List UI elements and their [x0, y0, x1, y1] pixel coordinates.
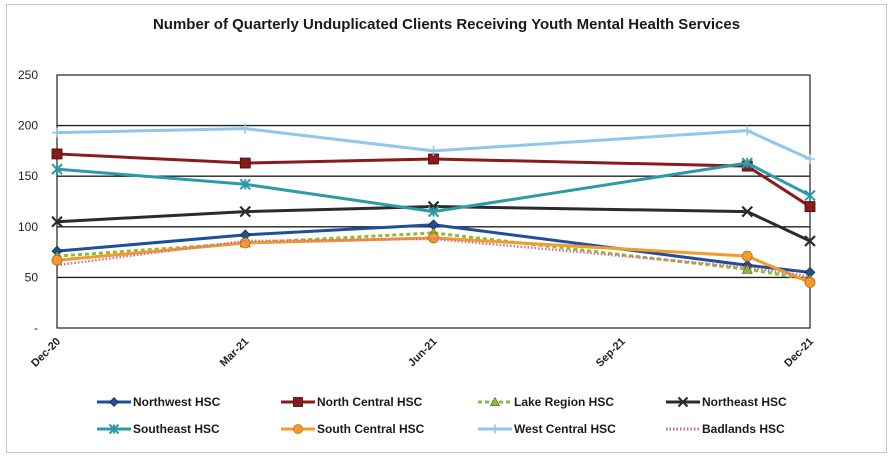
series-southeast-hsc: [51, 157, 816, 218]
y-tick-label: 50: [25, 270, 39, 284]
data-point: [428, 145, 439, 156]
series-line: [56, 161, 811, 214]
y-tick-label: 100: [18, 220, 38, 234]
x-tick-label: Sep-21: [594, 336, 628, 370]
data-point: [677, 396, 689, 408]
data-point: [52, 127, 62, 138]
data-point: [239, 157, 251, 169]
legend-label: South Central HSC: [317, 422, 425, 436]
data-point: [741, 263, 753, 274]
legend-item: North Central HSC: [281, 395, 423, 409]
y-tick-label: 150: [18, 169, 38, 183]
series-group: [51, 123, 816, 288]
y-tick-label: 200: [18, 119, 38, 133]
y-axis-ticks: - 50 100 150 200 250: [18, 68, 38, 335]
x-tick-label: Mar-21: [218, 336, 252, 370]
chart-frame: [6, 4, 887, 453]
legend-item: Southeast HSC: [97, 422, 220, 436]
legend-label: Northeast HSC: [702, 395, 787, 409]
data-point: [804, 189, 816, 202]
x-axis-ticks: Dec-20 Mar-21 Jun-21 Sep-21 Dec-21: [29, 336, 816, 370]
legend-item: Badlands HSC: [666, 422, 785, 436]
data-point: [293, 424, 303, 434]
data-point: [741, 250, 753, 262]
plot-area: [56, 74, 811, 329]
data-point: [804, 201, 816, 212]
legend-label: Northwest HSC: [133, 395, 221, 409]
legend: Northwest HSC North Central HSC Lake Regio…: [97, 395, 787, 436]
gridlines: [56, 74, 811, 329]
legend-item: Northeast HSC: [666, 395, 787, 409]
legend-label: West Central HSC: [514, 422, 616, 436]
data-point: [804, 235, 816, 247]
series-north-central-hsc: [51, 148, 816, 212]
data-point: [805, 153, 815, 164]
data-point: [741, 157, 753, 169]
y-tick-label: 250: [18, 68, 38, 82]
data-point: [239, 237, 251, 249]
data-point: [51, 215, 63, 228]
y-tick-label: -: [34, 321, 38, 335]
data-point: [239, 205, 252, 218]
data-point: [108, 423, 120, 435]
data-point: [51, 163, 63, 175]
data-point: [804, 277, 816, 288]
legend-label: Badlands HSC: [702, 422, 785, 436]
x-tick-label: Dec-21: [782, 336, 816, 370]
series-northeast-hsc: [51, 200, 816, 247]
legend-item: Northwest HSC: [97, 395, 221, 409]
legend-item: South Central HSC: [281, 422, 425, 436]
legend-label: Southeast HSC: [133, 422, 220, 436]
x-tick-label: Dec-20: [29, 336, 63, 370]
data-point: [427, 205, 440, 218]
legend-label: North Central HSC: [317, 395, 423, 409]
legend-label: Lake Region HSC: [514, 395, 614, 409]
data-point: [741, 205, 754, 218]
data-point: [293, 397, 303, 407]
series-line: [56, 231, 811, 281]
x-tick-label: Jun-21: [406, 336, 440, 370]
series-line: [56, 237, 811, 278]
legend-item: West Central HSC: [478, 422, 616, 436]
data-point: [240, 123, 251, 134]
data-point: [742, 125, 753, 136]
series-west-central-hsc: [52, 123, 815, 164]
data-point: [109, 397, 119, 407]
data-point: [489, 396, 501, 406]
series-badlands-hsc: [56, 237, 811, 278]
chart-title: Number of Quarterly Unduplicated Clients…: [152, 16, 741, 33]
legend-item: Lake Region HSC: [478, 395, 614, 409]
data-point: [490, 424, 500, 434]
data-point: [51, 148, 63, 160]
data-point: [239, 178, 251, 191]
